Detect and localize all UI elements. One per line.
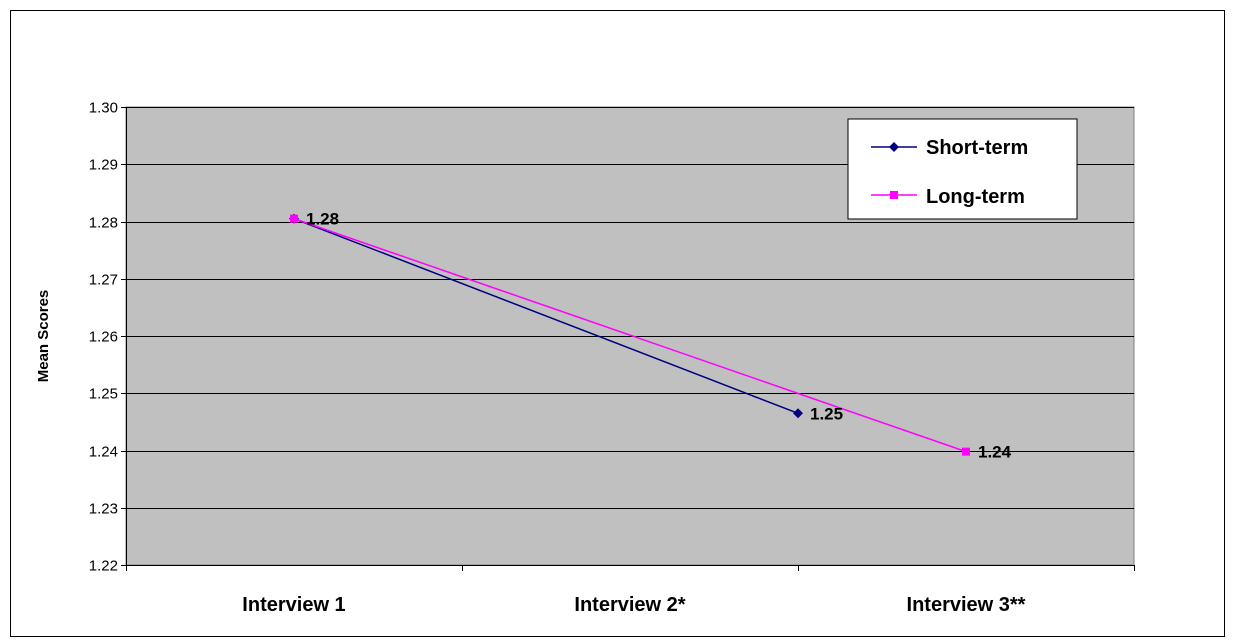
data-labels: 1.25 1.28 1.24 [306,210,1012,462]
legend-label-long-term: Long-term [926,186,1025,208]
legend-box [847,118,1078,220]
x-tick-label-0: Interview 1 [242,594,345,616]
y-axis-label: Mean Scores [35,290,52,383]
y-tick-label-6: 1.28 [89,215,118,232]
y-tick-label-1: 1.23 [89,501,118,518]
x-tick-label-2: Interview 3** [907,594,1026,616]
series-line-short-term [293,217,799,414]
y-tick-label-7: 1.29 [89,157,118,174]
data-label-short-term-1: 1.25 [810,404,843,423]
y-tick-label-0: 1.22 [89,558,118,575]
legend-label-short-term: Short-term [926,137,1028,159]
series [289,213,970,456]
marker-long-term-1 [962,447,970,456]
marker-long-term-0 [290,214,298,223]
axes: 1.22 1.23 1.24 1.25 1.26 1.27 1.28 1.29 1.30 Inte… [89,100,1135,616]
series-line-long-term [293,217,967,453]
y-tick-label-8: 1.30 [89,100,118,117]
legend-marker-short-term [889,142,899,152]
y-tick-label-5: 1.27 [89,272,118,289]
legend: Short-term Long-term [847,118,1078,220]
data-label-long-term-1: 1.24 [978,443,1012,462]
y-tick-label-4: 1.26 [89,329,118,346]
marker-short-term-1 [793,408,803,419]
legend-marker-long-term [890,191,898,199]
x-tick-label-1: Interview 2* [574,594,685,616]
data-label-long-term-0: 1.28 [306,210,339,229]
y-tick-label-3: 1.25 [89,386,118,403]
y-tick-label-2: 1.24 [89,444,118,461]
